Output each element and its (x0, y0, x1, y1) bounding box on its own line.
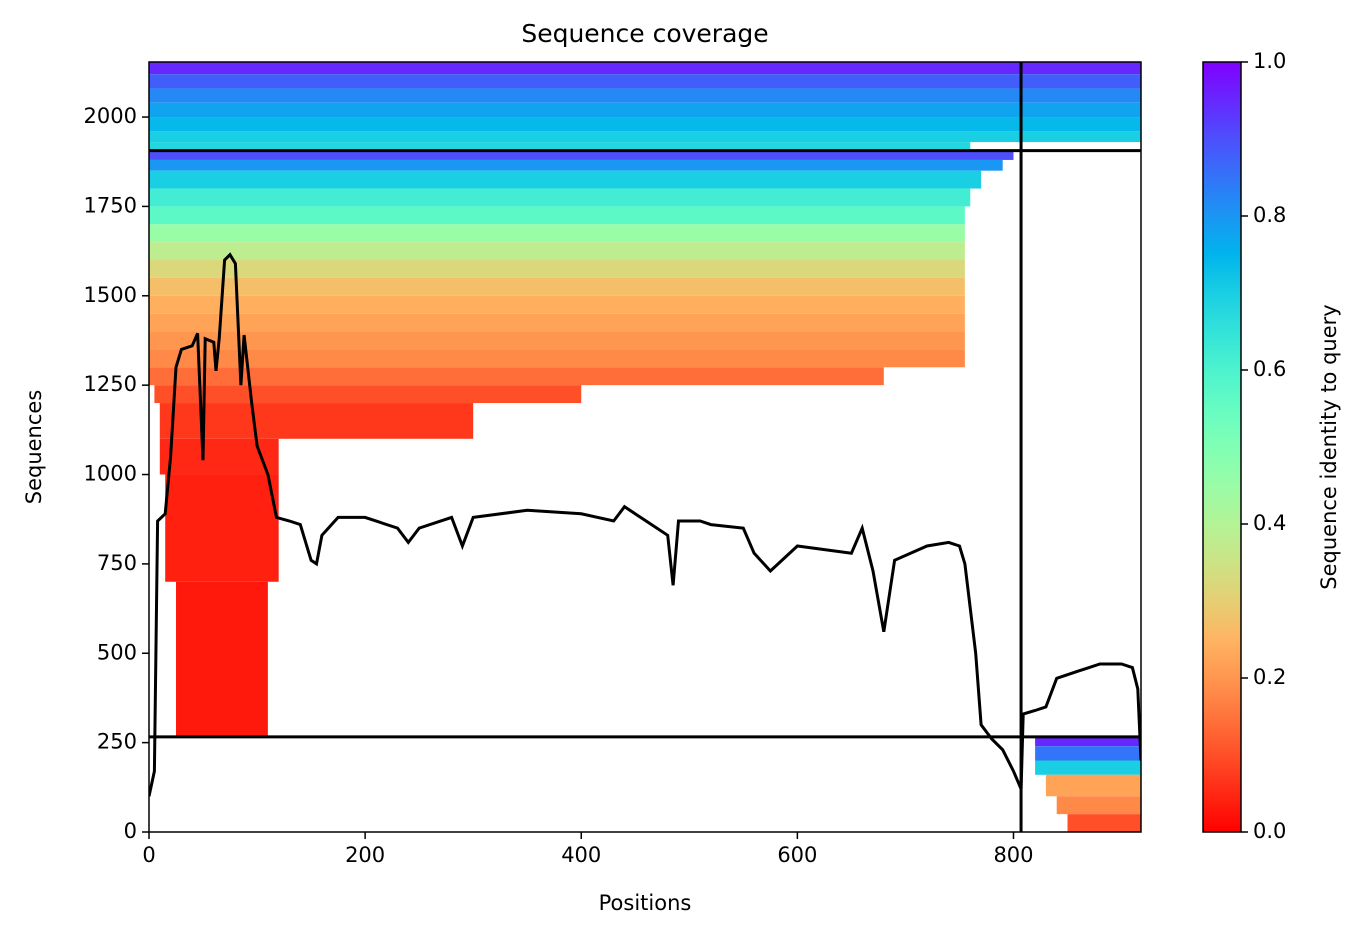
coverage-line (149, 252, 1141, 797)
y-tick-label: 500 (97, 640, 137, 664)
y-tick-label: 1750 (84, 193, 137, 217)
x-axis-label: Positions (599, 891, 692, 915)
coverage-band (149, 313, 965, 332)
colorbar-tick-label: 0.2 (1253, 665, 1286, 689)
y-tick-label: 1250 (84, 372, 137, 396)
coverage-band (149, 224, 965, 243)
coverage-band (154, 385, 582, 404)
y-tick-label: 2000 (84, 104, 137, 128)
y-tick-label: 0 (124, 819, 137, 843)
coverage-band (149, 277, 965, 296)
coverage-band (1056, 796, 1141, 815)
x-tick-label: 200 (345, 843, 385, 867)
x-tick-label: 800 (993, 843, 1033, 867)
y-tick-label: 250 (97, 730, 137, 754)
colorbar-label: Sequence identity to query (1317, 304, 1341, 589)
coverage-band (159, 403, 474, 439)
colorbar-tick-label: 0.8 (1253, 203, 1286, 227)
x-tick-label: 0 (142, 843, 155, 867)
colorbar-tick-label: 0.4 (1253, 511, 1286, 535)
coverage-band (1067, 814, 1141, 832)
coverage-band (149, 102, 1141, 118)
coverage-band (149, 242, 965, 261)
coverage-band (149, 74, 1141, 89)
coverage-band (149, 260, 965, 278)
coverage-band (1035, 736, 1141, 747)
coverage-band (165, 474, 279, 582)
coverage-band (149, 88, 1141, 103)
chart-title: Sequence coverage (521, 19, 768, 48)
coverage-band (149, 150, 1014, 160)
coverage-band (149, 331, 965, 350)
coverage-band (149, 62, 1141, 75)
y-tick-label: 1500 (84, 283, 137, 307)
coverage-band (1035, 746, 1141, 761)
coverage-band (149, 349, 965, 368)
colorbar-tick-label: 0.6 (1253, 357, 1286, 381)
coverage-band (149, 159, 1003, 171)
coverage-band (149, 188, 971, 207)
y-tick-label: 750 (97, 551, 137, 575)
coverage-band (176, 581, 268, 736)
coverage-band (1035, 760, 1141, 775)
coverage-band (149, 295, 965, 314)
coverage-band (149, 117, 1141, 132)
y-tick-label: 1000 (84, 462, 137, 486)
colorbar (1202, 61, 1242, 833)
y-axis-label: Sequences (22, 390, 46, 505)
coverage-band (149, 170, 982, 189)
coverage-band (1045, 774, 1141, 797)
coverage-band (149, 206, 965, 225)
plot-area (149, 62, 1141, 832)
coverage-band (149, 367, 884, 386)
colorbar-tick-label: 1.0 (1253, 49, 1286, 73)
x-tick-label: 400 (561, 843, 601, 867)
x-tick-label: 600 (777, 843, 817, 867)
coverage-band (159, 438, 279, 475)
colorbar-tick-label: 0.0 (1253, 819, 1286, 843)
plot-frame (148, 61, 1142, 833)
coverage-band (149, 131, 1141, 143)
coverage-band (149, 142, 971, 151)
